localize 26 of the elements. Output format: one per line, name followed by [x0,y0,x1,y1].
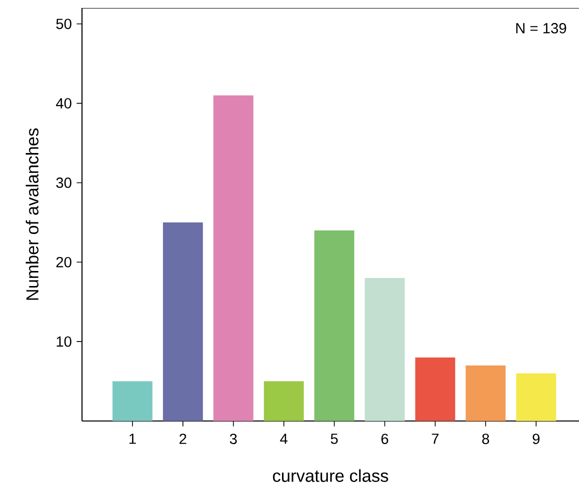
y-tick-label: 20 [56,256,72,268]
bar [264,381,304,421]
bar [112,381,152,421]
x-tick-label: 7 [432,434,439,444]
bar [466,365,506,421]
y-tick-label: 10 [56,336,72,347]
y-tick-label: 40 [56,98,72,108]
annotation: N = 139 [516,23,566,34]
x-tick-label: 8 [482,434,490,444]
bar [516,373,556,421]
x-tick-label: 2 [180,434,186,444]
x-axis-title: curvature class [272,469,388,482]
x-tick-label: 5 [330,434,338,444]
bar [415,357,456,421]
y-axis-title: Number of avalanches [26,128,38,300]
bar [314,230,354,421]
x-tick-label: 1 [129,434,136,444]
y-tick-label: 30 [56,178,72,188]
bar [364,278,405,421]
bar [213,95,254,421]
x-tick-label: 6 [381,434,388,444]
x-tick-label: 9 [532,434,540,444]
x-tick-label: 4 [280,434,288,444]
bar [162,222,203,421]
x-tick-label: 3 [230,434,237,444]
y-tick-label: 50 [56,18,72,30]
